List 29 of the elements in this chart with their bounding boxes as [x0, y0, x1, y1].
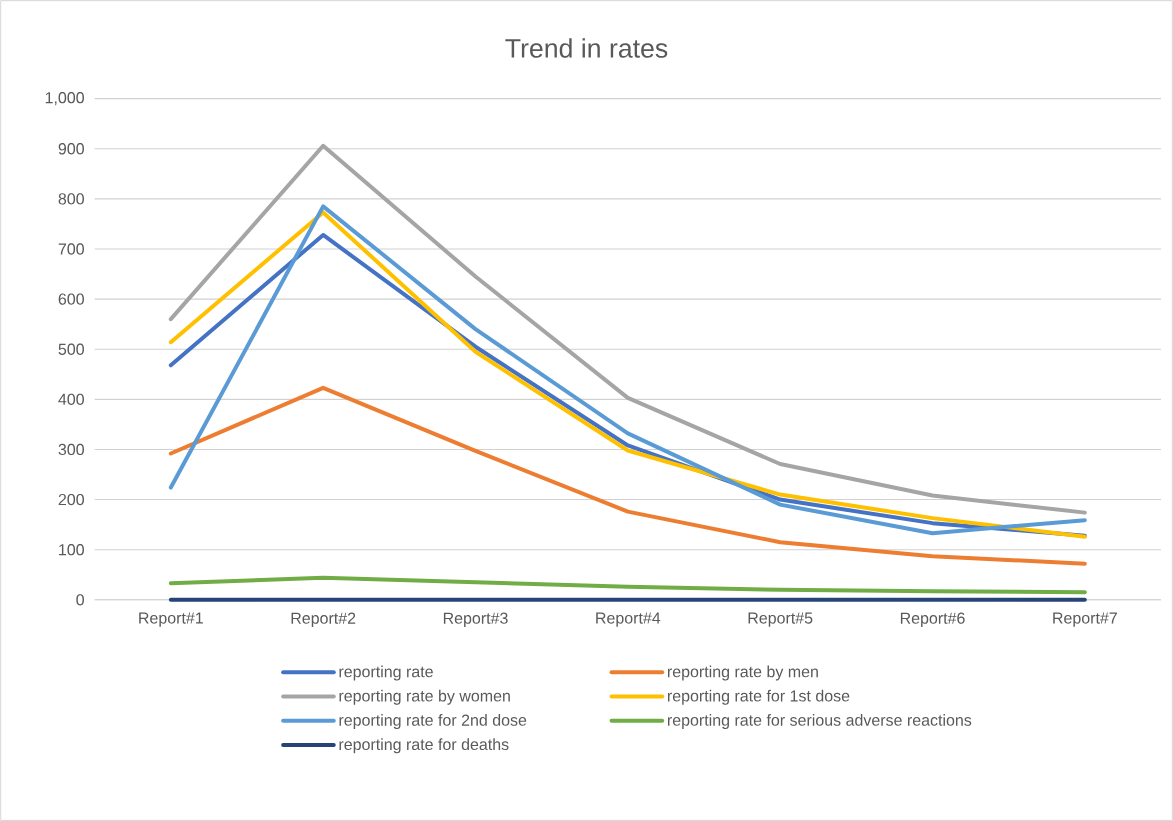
y-tick-label: 900 — [58, 143, 84, 155]
legend-label: reporting rate for 1st dose — [667, 689, 850, 705]
y-tick-label: 400 — [58, 393, 84, 405]
y-tick-label: 600 — [58, 293, 84, 305]
y-tick-label: 300 — [58, 443, 84, 456]
x-tick-label: Report#1 — [139, 612, 203, 627]
chart-title: Trend in rates — [505, 38, 668, 58]
legend-label: reporting rate for deaths — [339, 738, 509, 754]
y-tick-label: 500 — [58, 343, 84, 355]
y-tick-label: 100 — [59, 544, 84, 556]
y-tick-label: 200 — [58, 493, 84, 506]
legend-label: reporting rate by women — [339, 689, 510, 705]
x-tick-label: Report#5 — [748, 612, 813, 627]
line-series — [168, 385, 1087, 566]
y-tick-label: 1,000 — [45, 91, 84, 106]
legend-label: reporting rate — [339, 665, 433, 681]
x-tick-label: Report#3 — [443, 612, 508, 627]
line-series — [168, 575, 1087, 595]
x-tick-label: Report#4 — [596, 612, 661, 627]
x-tick-label: Report#2 — [291, 612, 356, 627]
x-tick-label: Report#7 — [1053, 612, 1117, 627]
x-tick-label: Report#6 — [900, 612, 965, 627]
legend-label: reporting rate for serious adverse reactions — [667, 714, 972, 729]
line-series — [168, 143, 1087, 515]
y-tick-label: 700 — [58, 243, 84, 255]
y-tick-label: 0 — [76, 594, 84, 606]
legend-label: reporting rate by men — [667, 665, 818, 681]
y-tick-label: 800 — [58, 193, 84, 205]
legend-label: reporting rate for 2nd dose — [339, 714, 527, 729]
